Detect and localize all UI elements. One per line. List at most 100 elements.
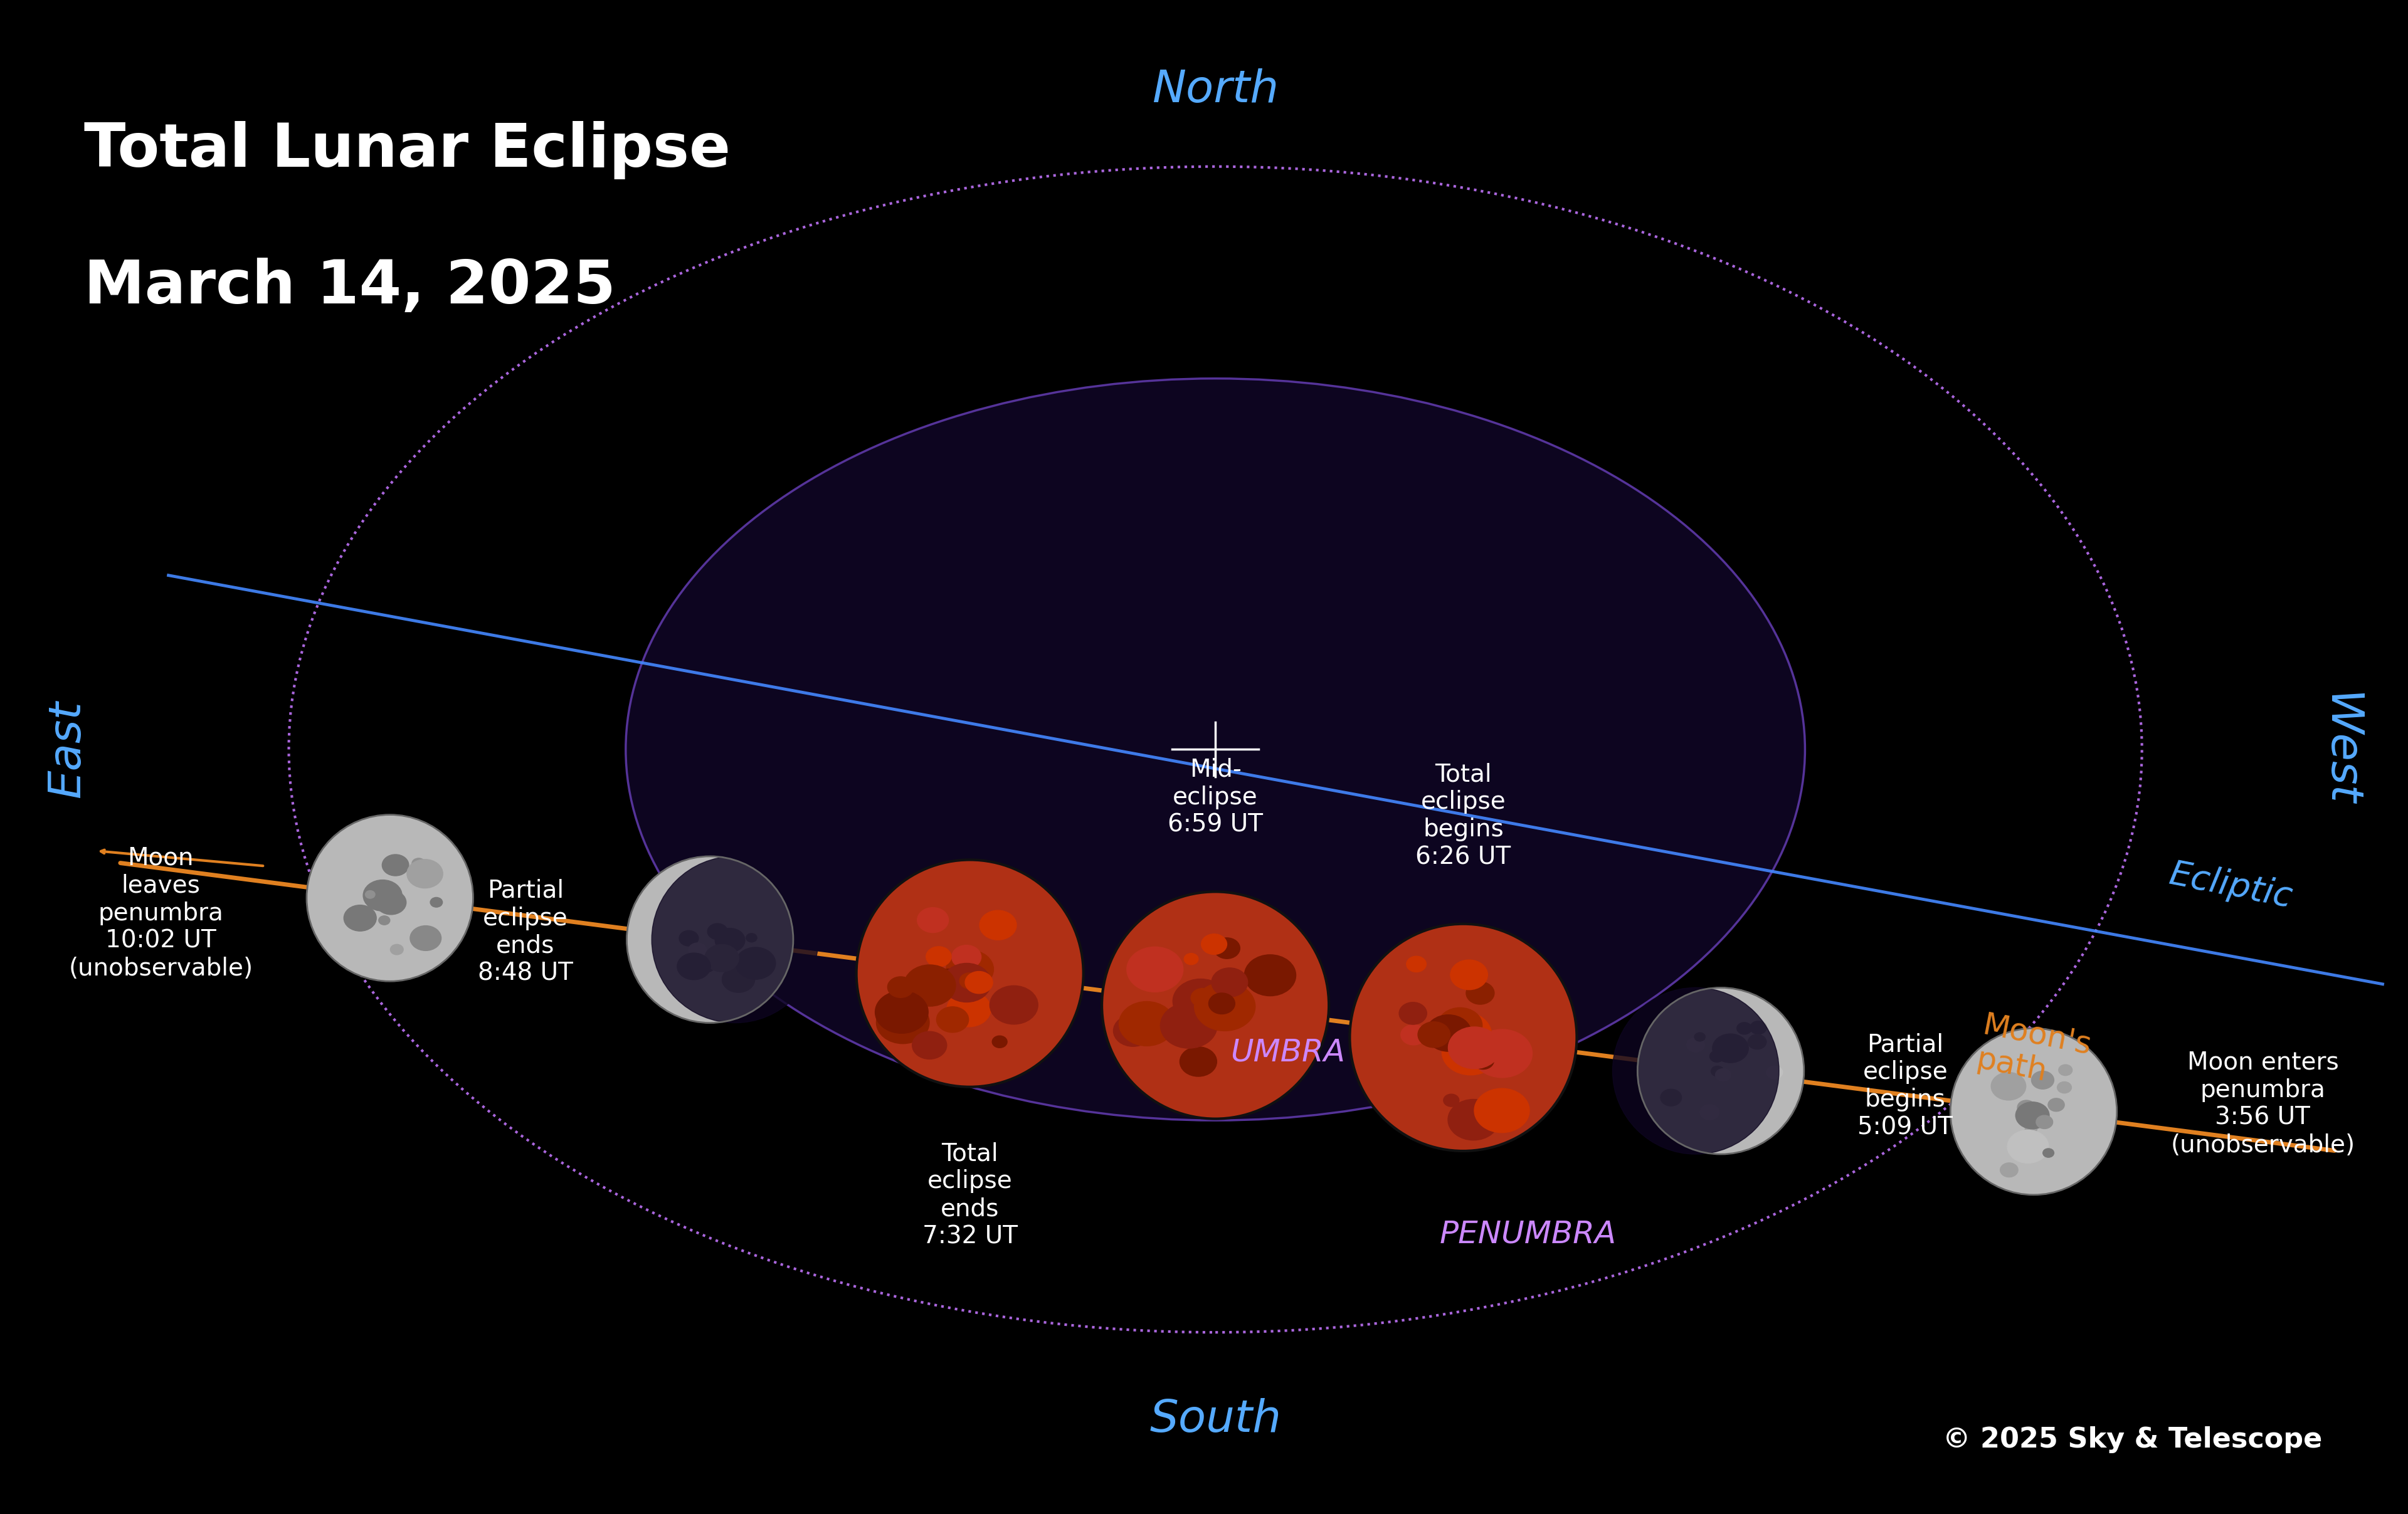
Ellipse shape [1185,983,1235,1023]
Ellipse shape [653,857,819,1023]
Ellipse shape [1211,967,1247,996]
Ellipse shape [1426,1014,1471,1051]
Ellipse shape [966,972,992,993]
Ellipse shape [366,890,376,898]
Ellipse shape [2015,1102,2049,1129]
Ellipse shape [942,963,992,1002]
Ellipse shape [1474,1089,1529,1132]
Ellipse shape [1450,1028,1469,1045]
Text: Partial
eclipse
begins
5:09 UT: Partial eclipse begins 5:09 UT [1857,1033,1953,1140]
Ellipse shape [1202,934,1226,954]
Ellipse shape [696,955,715,972]
Ellipse shape [1399,1002,1428,1025]
Text: Ecliptic: Ecliptic [2165,857,2295,914]
Ellipse shape [1447,1099,1500,1140]
Ellipse shape [407,860,443,889]
Ellipse shape [946,992,990,1026]
Ellipse shape [1120,1002,1175,1046]
Ellipse shape [889,977,913,998]
Text: UMBRA: UMBRA [1230,1037,1346,1067]
Ellipse shape [344,905,376,931]
Text: North: North [1151,68,1279,112]
Ellipse shape [1445,1023,1488,1058]
Ellipse shape [1192,989,1214,1007]
Ellipse shape [746,934,756,942]
Ellipse shape [383,854,409,875]
Ellipse shape [1185,954,1199,964]
Ellipse shape [677,952,710,980]
Text: Partial
eclipse
ends
8:48 UT: Partial eclipse ends 8:48 UT [477,878,573,986]
Ellipse shape [2008,1129,2049,1163]
Ellipse shape [718,949,727,957]
Ellipse shape [1712,1034,1748,1063]
Ellipse shape [1751,1020,1767,1034]
Ellipse shape [412,858,426,869]
Ellipse shape [1471,1052,1493,1069]
Ellipse shape [1471,1030,1531,1078]
Ellipse shape [1194,983,1255,1031]
Ellipse shape [1103,892,1329,1119]
Ellipse shape [2056,1081,2071,1093]
Ellipse shape [2049,1098,2064,1111]
Ellipse shape [1714,1069,1731,1081]
Ellipse shape [1736,1022,1751,1034]
Ellipse shape [1435,1011,1491,1057]
Ellipse shape [980,910,1016,940]
Ellipse shape [378,916,390,925]
Text: © 2025 Sky & Telescope: © 2025 Sky & Telescope [1943,1426,2321,1453]
Ellipse shape [2025,1123,2037,1134]
Ellipse shape [1438,1008,1483,1043]
Ellipse shape [1209,993,1235,1014]
Ellipse shape [990,986,1038,1025]
Ellipse shape [877,1001,929,1043]
Ellipse shape [992,1036,1007,1048]
Text: Total
eclipse
begins
6:26 UT: Total eclipse begins 6:26 UT [1416,763,1510,869]
Ellipse shape [713,961,725,970]
Ellipse shape [2059,1064,2073,1075]
Ellipse shape [1351,924,1577,1151]
Ellipse shape [2018,1101,2035,1114]
Ellipse shape [734,948,775,980]
Ellipse shape [431,898,443,907]
Text: South: South [1149,1397,1281,1441]
Ellipse shape [2032,1070,2054,1089]
Text: East: East [46,701,89,798]
Ellipse shape [1700,1105,1719,1120]
Ellipse shape [1991,1072,2025,1101]
Ellipse shape [376,890,407,914]
Text: March 14, 2025: March 14, 2025 [84,257,616,316]
Text: Mid-
eclipse
6:59 UT: Mid- eclipse 6:59 UT [1168,759,1264,837]
Ellipse shape [1173,980,1228,1023]
Ellipse shape [2042,1149,2054,1157]
Ellipse shape [874,990,927,1034]
Ellipse shape [1112,1014,1153,1046]
Ellipse shape [679,931,698,946]
Ellipse shape [706,945,739,972]
Ellipse shape [857,860,1084,1087]
Ellipse shape [958,974,980,989]
Ellipse shape [1686,1037,1705,1052]
Ellipse shape [946,951,995,989]
Ellipse shape [364,880,402,911]
Ellipse shape [1418,1022,1450,1048]
Text: Moon enters
penumbra
3:56 UT
(unobservable): Moon enters penumbra 3:56 UT (unobservab… [2170,1051,2355,1157]
Ellipse shape [1442,1030,1500,1075]
Ellipse shape [1662,1089,1681,1107]
Ellipse shape [1209,995,1233,1014]
Ellipse shape [708,924,727,940]
Ellipse shape [1214,937,1240,958]
Ellipse shape [1401,1025,1426,1045]
Ellipse shape [722,966,754,993]
Circle shape [626,378,1806,1120]
Text: Moon
leaves
penumbra
10:02 UT
(unobservable): Moon leaves penumbra 10:02 UT (unobserva… [67,846,253,980]
Ellipse shape [1406,957,1426,972]
Ellipse shape [689,943,706,957]
Ellipse shape [917,907,949,933]
Text: Total
eclipse
ends
7:32 UT: Total eclipse ends 7:32 UT [922,1142,1019,1249]
Ellipse shape [1748,1034,1767,1049]
Text: Total Lunar Eclipse: Total Lunar Eclipse [84,121,730,180]
Ellipse shape [2037,1116,2052,1129]
Ellipse shape [1199,996,1228,1020]
Ellipse shape [1161,1002,1216,1048]
Ellipse shape [1447,1026,1500,1069]
